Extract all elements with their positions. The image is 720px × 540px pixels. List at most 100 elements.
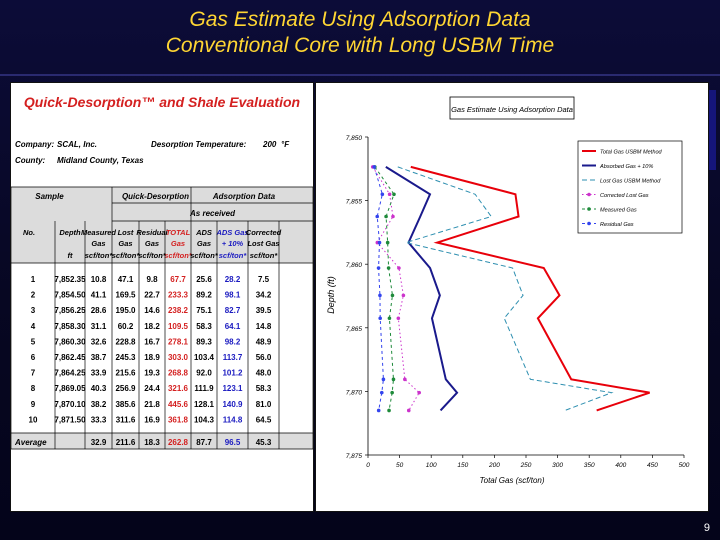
average-cell-2: 211.6 bbox=[116, 438, 136, 447]
table-cell-r4-c3: 31.1 bbox=[91, 322, 107, 331]
series-5-point-8 bbox=[381, 377, 386, 382]
series-5-point-4 bbox=[377, 240, 382, 245]
column-header-col-resid-1: Residual bbox=[136, 228, 168, 237]
temperature-label: Desorption Temperature: bbox=[151, 140, 247, 149]
series-4-point-5 bbox=[386, 266, 391, 270]
county-value: Midland County, Texas bbox=[57, 156, 144, 165]
table-cell-r5-c8: 98.2 bbox=[225, 337, 241, 346]
table-cell-r8-c8: 123.1 bbox=[222, 384, 243, 393]
table-cell-r1-c9: 7.5 bbox=[258, 275, 270, 284]
table-cell-r8-c1: 8 bbox=[31, 384, 36, 393]
decorative-side-strip bbox=[708, 90, 716, 170]
series-5-point-9 bbox=[379, 390, 384, 395]
title-divider bbox=[0, 74, 720, 76]
table-cell-r6-c6: 303.0 bbox=[168, 353, 189, 362]
average-row-background bbox=[11, 433, 313, 449]
group-adsorption-data: Adsorption Data bbox=[212, 192, 276, 201]
legend-marker-5 bbox=[587, 221, 591, 226]
table-cell-r7-c9: 48.0 bbox=[256, 369, 272, 378]
column-header-col-corr-2: Lost Gas bbox=[247, 239, 279, 248]
column-header-col-adsg-2: + 10% bbox=[222, 239, 244, 248]
column-unit-6: scf/ton* bbox=[190, 251, 219, 260]
series-3-point-5 bbox=[397, 266, 401, 270]
legend-label-5: Residual Gas bbox=[600, 222, 634, 228]
average-cell-4: 262.8 bbox=[168, 438, 189, 447]
column-header-col-total-2: Gas bbox=[171, 239, 185, 248]
x-tick-label: 250 bbox=[520, 462, 532, 469]
table-cell-r3-c5: 14.6 bbox=[144, 306, 160, 315]
x-tick-label: 150 bbox=[457, 462, 468, 469]
table-cell-r1-c3: 10.8 bbox=[91, 275, 107, 284]
slide-title-line-2: Conventional Core with Long USBM Time bbox=[165, 34, 555, 57]
table-cell-r1-c5: 9.8 bbox=[146, 275, 158, 284]
group-quick-desorption: Quick-Desorption bbox=[122, 192, 189, 201]
legend-label-0: Total Gas USBM Method bbox=[600, 150, 663, 156]
table-cell-r1-c6: 67.7 bbox=[170, 275, 186, 284]
quick-desorption-table: Quick-Desorption™ and Shale Evaluation Co… bbox=[10, 94, 314, 450]
table-cell-r1-c4: 47.1 bbox=[118, 275, 134, 284]
table-cell-r7-c6: 268.8 bbox=[168, 369, 189, 378]
column-header-col-ads-2: Gas bbox=[197, 239, 211, 248]
series-5-point-5 bbox=[376, 266, 381, 270]
table-cell-r7-c1: 7 bbox=[31, 369, 36, 378]
table-cell-r6-c7: 103.4 bbox=[194, 353, 215, 362]
table-cell-r9-c6: 445.6 bbox=[168, 400, 189, 409]
table-cell-r2-c9: 34.2 bbox=[256, 291, 272, 300]
y-tick-label: 7,870 bbox=[346, 389, 363, 396]
table-cell-r3-c8: 82.7 bbox=[225, 306, 241, 315]
column-header-col-ads-1: ADS bbox=[195, 228, 212, 237]
table-cell-r10-c6: 361.8 bbox=[168, 415, 189, 424]
table-cell-r7-c8: 101.2 bbox=[222, 369, 243, 378]
table-cell-r9-c9: 81.0 bbox=[256, 400, 272, 409]
table-title: Quick-Desorption™ and Shale Evaluation bbox=[24, 94, 300, 110]
table-cell-r7-c5: 19.3 bbox=[144, 369, 160, 378]
x-tick-label: 450 bbox=[647, 462, 658, 469]
table-cell-r4-c7: 58.3 bbox=[196, 322, 212, 331]
table-cell-r10-c8: 114.8 bbox=[223, 415, 243, 424]
chart-title-box bbox=[449, 96, 575, 120]
county-label: County: bbox=[15, 156, 46, 165]
column-header-col-total-1: TOTAL bbox=[166, 228, 191, 237]
table-cell-r7-c2: 7,864.25 bbox=[54, 369, 86, 378]
legend-label-1: Absorbed Gas + 10% bbox=[599, 164, 653, 170]
y-axis-label: Depth (ft) bbox=[326, 276, 336, 314]
table-cell-r9-c5: 21.8 bbox=[144, 400, 160, 409]
column-header-col-corr-1: Corrected bbox=[246, 228, 282, 237]
table-cell-r7-c4: 215.6 bbox=[115, 369, 136, 378]
x-tick-label: 100 bbox=[426, 462, 437, 469]
table-cell-r6-c2: 7,862.45 bbox=[54, 353, 86, 362]
table-cell-r2-c5: 22.7 bbox=[144, 291, 160, 300]
table-cell-r6-c5: 18.9 bbox=[144, 353, 160, 362]
chart-title: Gas Estimate Using Adsorption Data bbox=[451, 105, 573, 114]
series-line-4 bbox=[374, 166, 395, 411]
gas-estimate-chart: Gas Estimate Using Adsorption Data 7,850 7… bbox=[326, 96, 690, 485]
table-cell-r1-c8: 28.2 bbox=[225, 275, 241, 284]
series-3-point-8 bbox=[403, 377, 407, 382]
column-unit-4: scf/ton* bbox=[138, 251, 167, 260]
table-cell-r3-c3: 28.6 bbox=[91, 306, 107, 315]
table-cell-r2-c7: 89.2 bbox=[196, 291, 212, 300]
column-unit-3: scf/ton* bbox=[112, 251, 141, 260]
x-tick-label: 350 bbox=[584, 462, 595, 469]
table-cell-r10-c9: 64.5 bbox=[256, 415, 272, 424]
series-5-point-3 bbox=[375, 214, 380, 219]
table-cell-r5-c5: 16.7 bbox=[144, 337, 160, 346]
series-line-3 bbox=[372, 166, 420, 411]
page-number: 9 bbox=[703, 522, 710, 534]
table-cell-r2-c3: 41.1 bbox=[91, 291, 107, 300]
group-sample: Sample bbox=[35, 192, 64, 201]
table-cell-r6-c9: 56.0 bbox=[256, 353, 272, 362]
column-header-col-adsg-1: ADS Gas bbox=[215, 228, 248, 237]
legend-label-2: Lost Gas USBM Method bbox=[600, 179, 661, 185]
y-tick-label: 7,850 bbox=[346, 135, 363, 142]
legend-label-4: Measured Gas bbox=[600, 208, 637, 214]
y-tick-label: 7,855 bbox=[346, 199, 363, 206]
table-cell-r10-c3: 33.3 bbox=[91, 415, 107, 424]
table-cell-r8-c3: 40.3 bbox=[91, 384, 107, 393]
legend-marker-3 bbox=[587, 192, 591, 197]
table-cell-r4-c9: 14.8 bbox=[256, 322, 272, 331]
table-cell-r10-c5: 16.9 bbox=[144, 415, 160, 424]
company-value: SCAL, Inc. bbox=[57, 140, 97, 149]
table-cell-r6-c8: 113.7 bbox=[223, 353, 243, 362]
series-line-0 bbox=[410, 165, 650, 412]
